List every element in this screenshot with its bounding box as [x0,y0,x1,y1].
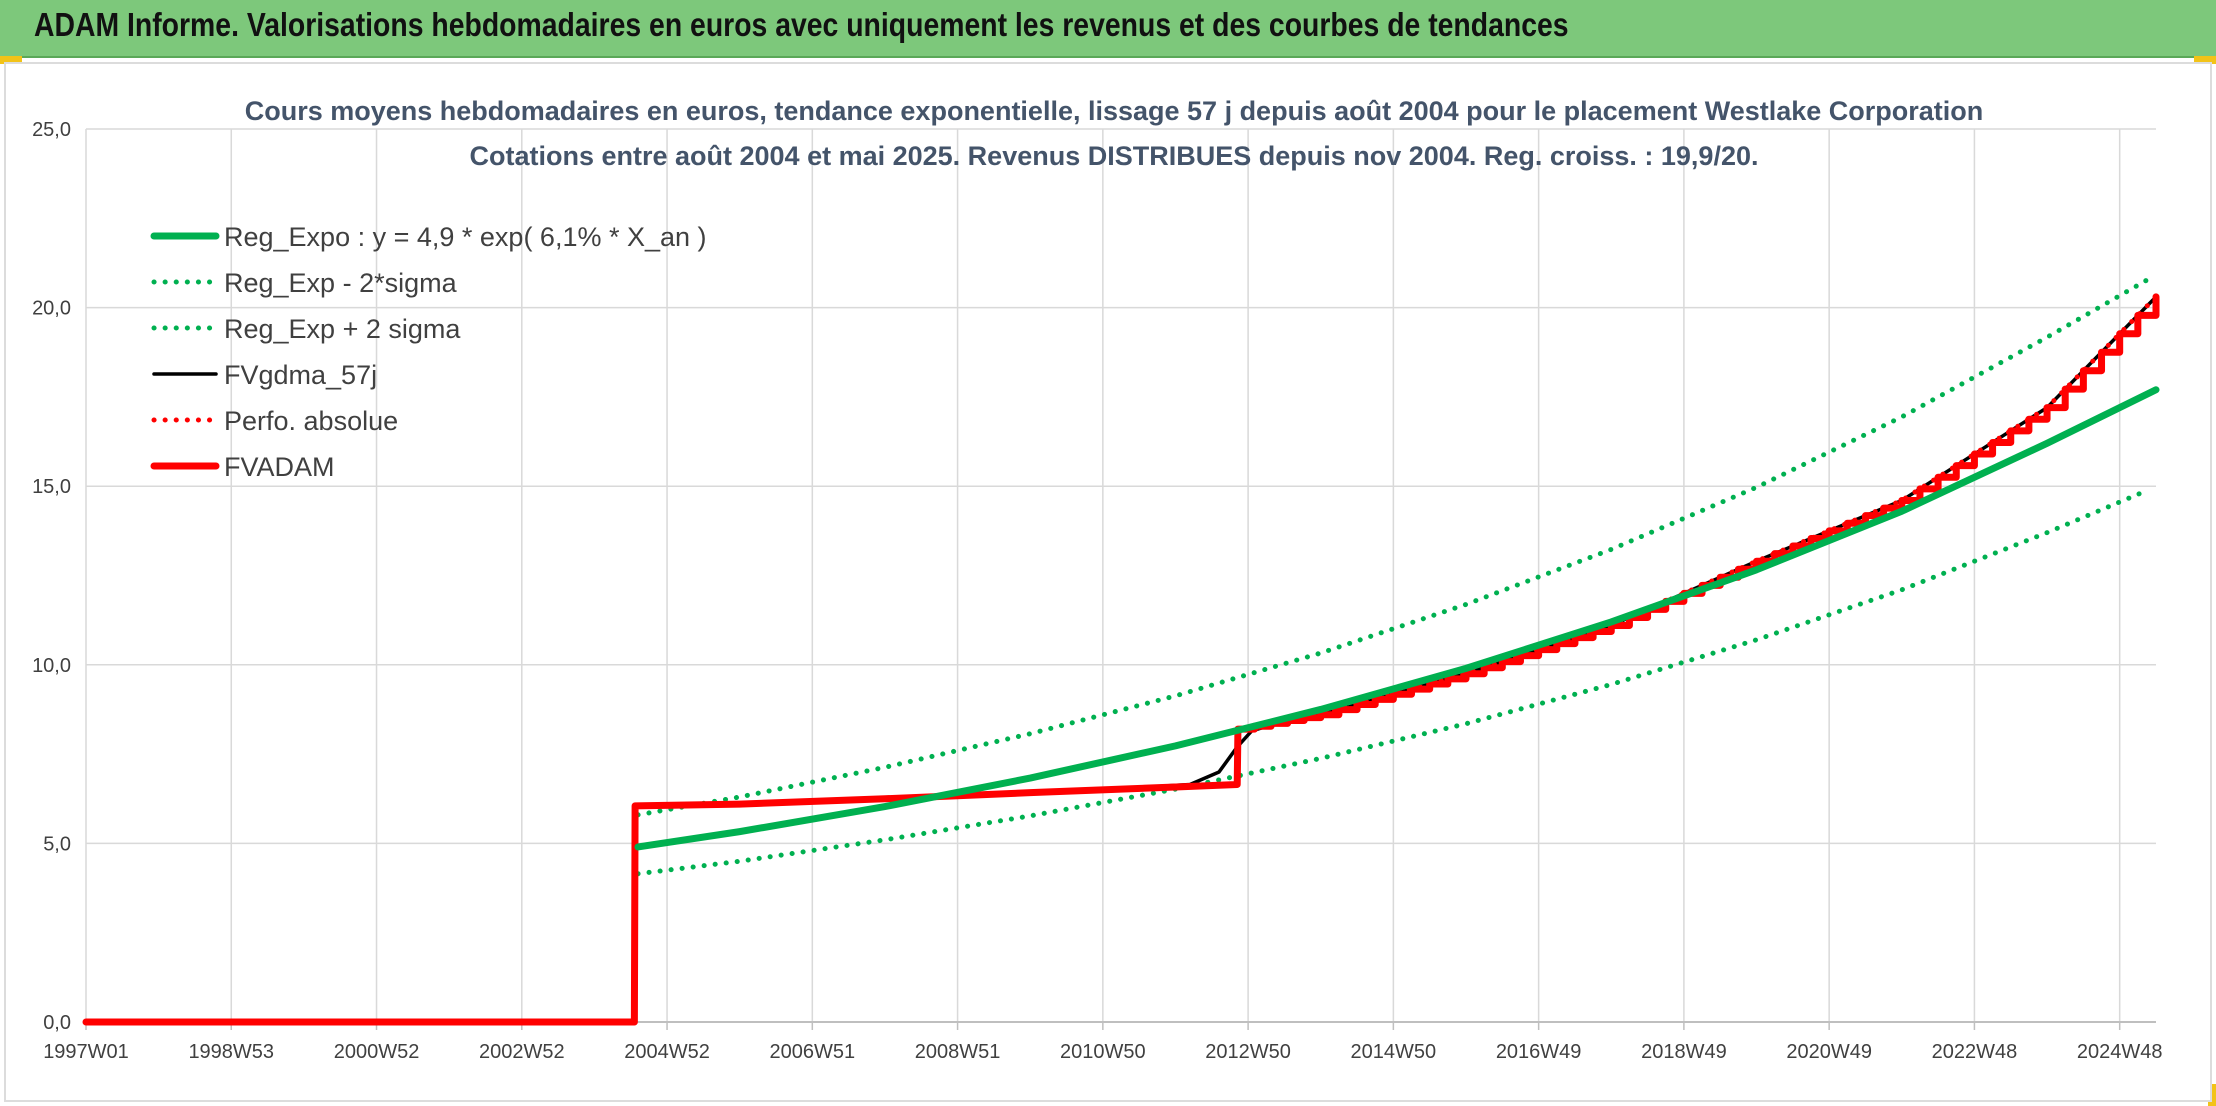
x-tick-label: 2022W48 [1932,1041,2018,1063]
chart-svg: 0,0 5,0 10,0 15,0 20,0 25,0 1997W01 1998W53 2000… [32,96,2162,1063]
grid [85,128,2156,1023]
x-tick-label: 2004W52 [624,1041,710,1063]
y-tick-label: 10,0 [32,655,71,677]
x-tick-label: 1998W53 [188,1041,274,1063]
legend-label-reg-exp-minus: Reg_Exp - 2*sigma [224,268,458,298]
corner-mark-left [0,56,22,64]
legend-label-fvadam: FVADAM [224,452,335,482]
x-tick-label: 2006W51 [770,1041,856,1063]
axes: 0,0 5,0 10,0 15,0 20,0 25,0 1997W01 1998W53 2000… [32,119,2162,1063]
chart-frame: 0,0 5,0 10,0 15,0 20,0 25,0 1997W01 1998W53 2000… [4,62,2212,1102]
legend: Reg_Expo : y = 4,9 * exp( 6,1% * X_an ) R… [150,222,707,482]
x-tick-label: 2010W50 [1060,1041,1146,1063]
x-tick-label: 2012W50 [1205,1041,1291,1063]
page-title: ADAM Informe. Valorisations hebdomadaire… [34,6,1569,43]
corner-mark-right [2194,56,2216,64]
x-tick-label: 2016W49 [1496,1041,1582,1063]
x-tick-label: 2018W49 [1641,1041,1727,1063]
x-tick-label: 2000W52 [334,1041,420,1063]
x-tick-label: 2008W51 [915,1041,1001,1063]
x-tick-label: 2002W52 [479,1041,565,1063]
series [82,276,2160,1026]
y-tick-label: 15,0 [32,476,71,498]
legend-label-fvgdma: FVgdma_57j [224,360,377,390]
x-tick-label: 1997W01 [43,1041,129,1063]
corner-mark-bottom-right [2208,1084,2216,1106]
series-line-fvadam [82,293,2160,1026]
x-tick-label: 2014W50 [1351,1041,1437,1063]
series-line-fvgdma [636,295,2158,808]
legend-label-reg-exp-plus: Reg_Exp + 2 sigma [224,314,461,344]
x-tick-label: 2020W49 [1786,1041,1872,1063]
series-line-reg-exp-minus [635,487,2152,877]
y-tick-label: 0,0 [43,1012,71,1034]
header-bar: ADAM Informe. Valorisations hebdomadaire… [0,0,2216,58]
series-line-reg-exp-plus [635,276,2152,818]
y-tick-label: 5,0 [43,833,71,855]
chart-subtitle: Cotations entre août 2004 et mai 2025. R… [470,141,1759,171]
y-tick-label: 20,0 [32,298,71,320]
y-tick-label: 25,0 [32,119,71,141]
legend-label-perfo-absolue: Perfo. absolue [224,406,398,436]
x-tick-label: 2024W48 [2077,1041,2163,1063]
series-line-reg-expo [634,386,2160,851]
chart-title: Cours moyens hebdomadaires en euros, ten… [245,96,1984,126]
legend-label-reg-expo: Reg_Expo : y = 4,9 * exp( 6,1% * X_an ) [224,222,707,252]
